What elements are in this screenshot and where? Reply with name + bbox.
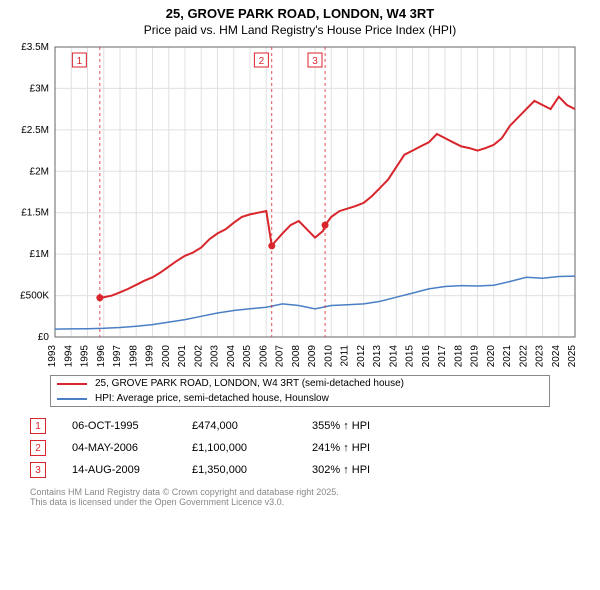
svg-text:1998: 1998	[128, 345, 139, 367]
svg-text:2006: 2006	[258, 345, 269, 367]
footnote: Contains HM Land Registry data © Crown c…	[30, 487, 570, 507]
sale-price: £474,000	[192, 420, 312, 432]
sale-price: £1,100,000	[192, 442, 312, 454]
legend-label: HPI: Average price, semi-detached house,…	[95, 393, 329, 404]
sale-point-row: 2 04-MAY-2006 £1,100,000 241% ↑ HPI	[30, 437, 570, 459]
svg-text:2003: 2003	[210, 345, 221, 367]
sale-marker-icon: 1	[30, 418, 46, 434]
svg-text:1: 1	[77, 56, 83, 67]
svg-text:1999: 1999	[145, 345, 156, 367]
legend: 25, GROVE PARK ROAD, LONDON, W4 3RT (sem…	[50, 375, 550, 407]
sale-hpi: 241% ↑ HPI	[312, 442, 432, 454]
svg-text:2016: 2016	[421, 345, 432, 367]
svg-text:£2.5M: £2.5M	[21, 125, 49, 136]
svg-text:2007: 2007	[275, 345, 286, 367]
chart-titles: 25, GROVE PARK ROAD, LONDON, W4 3RT Pric…	[0, 0, 600, 37]
svg-text:2018: 2018	[453, 345, 464, 367]
footnote-line: Contains HM Land Registry data © Crown c…	[30, 487, 570, 497]
sale-marker-icon: 3	[30, 462, 46, 478]
svg-text:2013: 2013	[372, 345, 383, 367]
svg-text:2009: 2009	[307, 345, 318, 367]
svg-text:£3M: £3M	[30, 83, 49, 94]
svg-text:£3.5M: £3.5M	[21, 42, 49, 53]
sale-date: 06-OCT-1995	[72, 420, 192, 432]
svg-text:2025: 2025	[567, 345, 578, 367]
price-chart: £0 £500K £1M £1.5M £2M £2.5M £3M £3.5M 1993 1994 1…	[0, 37, 600, 367]
title-address: 25, GROVE PARK ROAD, LONDON, W4 3RT	[0, 6, 600, 21]
svg-text:2004: 2004	[226, 345, 237, 367]
svg-text:1995: 1995	[80, 345, 91, 367]
svg-text:1997: 1997	[112, 345, 123, 367]
sale-point-row: 1 06-OCT-1995 £474,000 355% ↑ HPI	[30, 415, 570, 437]
sale-date: 04-MAY-2006	[72, 442, 192, 454]
legend-item: HPI: Average price, semi-detached house,…	[51, 391, 549, 406]
sale-marker-icon: 2	[30, 440, 46, 456]
svg-text:£0: £0	[38, 332, 50, 343]
svg-text:2002: 2002	[193, 345, 204, 367]
legend-swatch-hpi	[57, 398, 87, 400]
legend-swatch-property	[57, 383, 87, 385]
sale-points-table: 1 06-OCT-1995 £474,000 355% ↑ HPI 2 04-M…	[30, 415, 570, 481]
legend-item: 25, GROVE PARK ROAD, LONDON, W4 3RT (sem…	[51, 376, 549, 391]
svg-text:2022: 2022	[518, 345, 529, 367]
svg-text:£500K: £500K	[20, 291, 49, 302]
svg-text:2024: 2024	[551, 345, 562, 367]
svg-text:2005: 2005	[242, 345, 253, 367]
svg-text:2008: 2008	[291, 345, 302, 367]
svg-text:3: 3	[312, 56, 318, 67]
svg-text:2023: 2023	[535, 345, 546, 367]
svg-text:2015: 2015	[405, 345, 416, 367]
svg-text:2014: 2014	[388, 345, 399, 367]
svg-text:2019: 2019	[470, 345, 481, 367]
svg-text:2020: 2020	[486, 345, 497, 367]
title-subtitle: Price paid vs. HM Land Registry's House …	[0, 23, 600, 37]
svg-text:£2M: £2M	[30, 166, 49, 177]
sale-price: £1,350,000	[192, 464, 312, 476]
footnote-line: This data is licensed under the Open Gov…	[30, 497, 570, 507]
svg-text:£1M: £1M	[30, 249, 49, 260]
svg-text:2011: 2011	[340, 345, 351, 367]
svg-text:2012: 2012	[356, 345, 367, 367]
sale-hpi: 302% ↑ HPI	[312, 464, 432, 476]
sale-date: 14-AUG-2009	[72, 464, 192, 476]
svg-text:1996: 1996	[96, 345, 107, 367]
svg-text:2000: 2000	[161, 345, 172, 367]
svg-text:2017: 2017	[437, 345, 448, 367]
svg-text:1993: 1993	[47, 345, 58, 367]
svg-text:2: 2	[259, 56, 265, 67]
svg-text:2010: 2010	[323, 345, 334, 367]
svg-text:2021: 2021	[502, 345, 513, 367]
sale-point-row: 3 14-AUG-2009 £1,350,000 302% ↑ HPI	[30, 459, 570, 481]
legend-label: 25, GROVE PARK ROAD, LONDON, W4 3RT (sem…	[95, 378, 404, 389]
svg-text:1994: 1994	[63, 345, 74, 367]
svg-text:2001: 2001	[177, 345, 188, 367]
svg-text:£1.5M: £1.5M	[21, 208, 49, 219]
sale-hpi: 355% ↑ HPI	[312, 420, 432, 432]
